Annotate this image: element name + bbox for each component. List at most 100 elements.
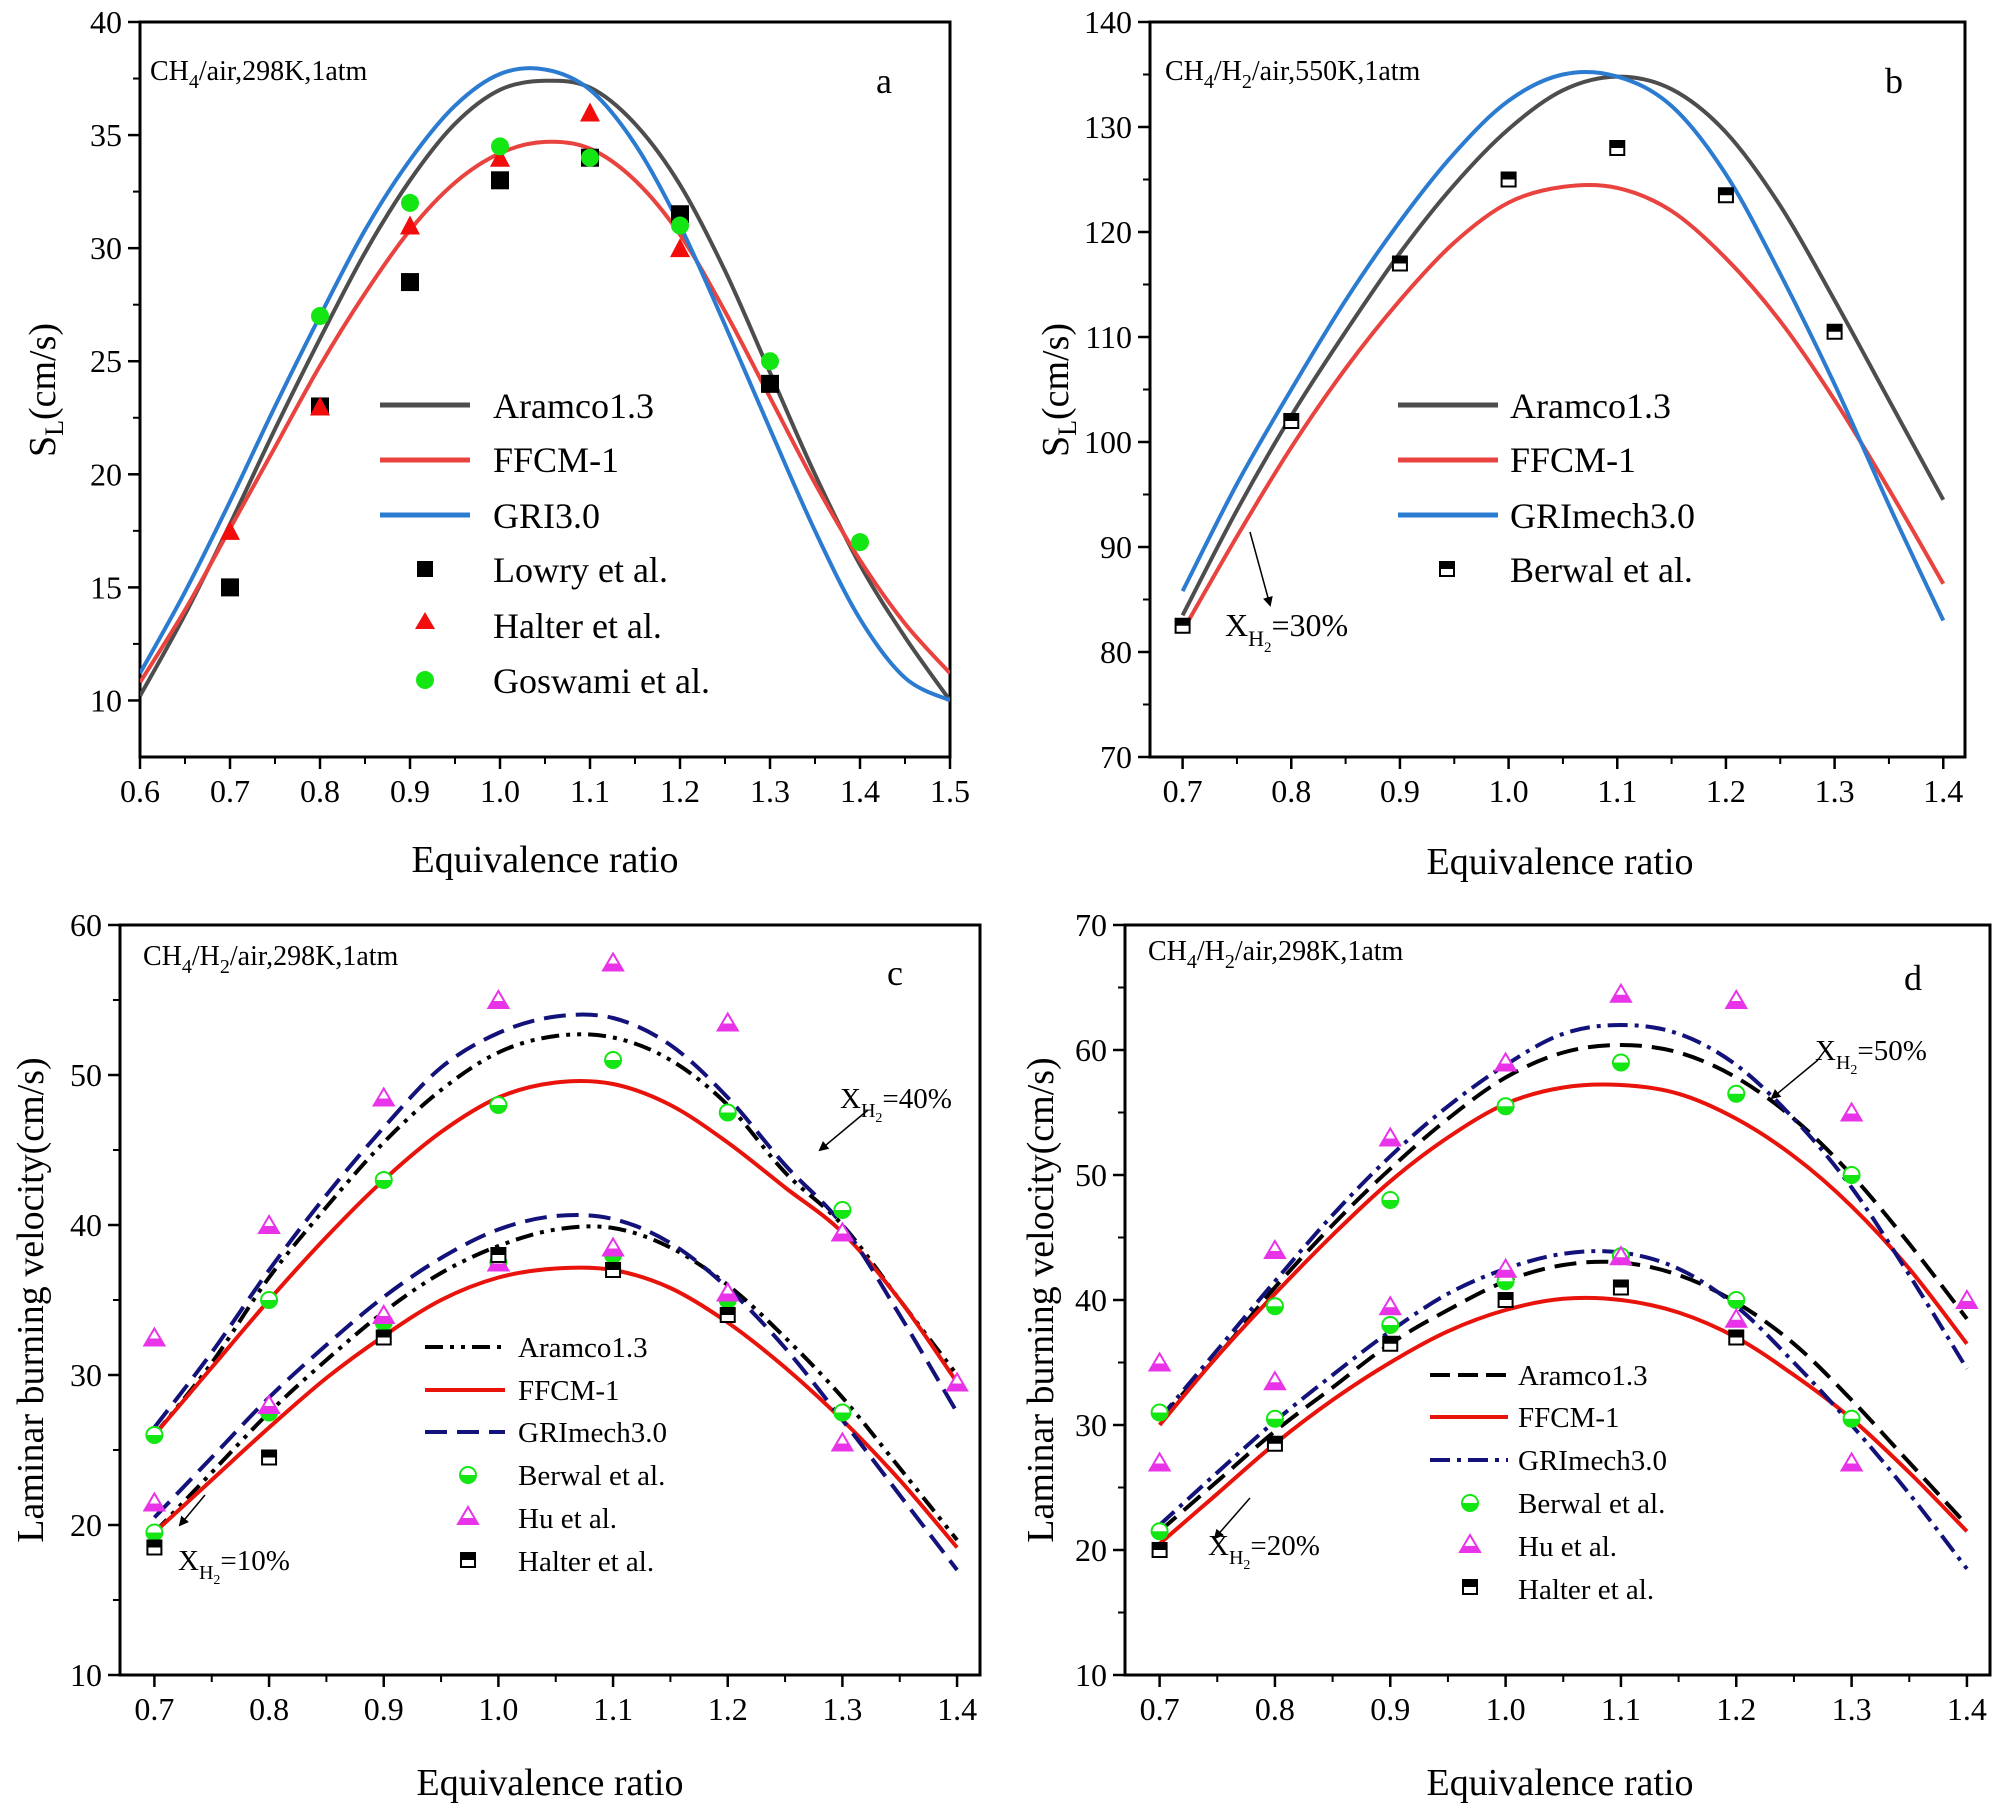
data-point-half-square [1609,140,1626,156]
y-tick-label: 80 [1100,634,1132,670]
legend-label: Lowry et al. [493,550,668,590]
ticks-layer: 0.7 0.8 0.9 1.0 1.1 1.2 1.3 1.4 10 20 30 40 50 60 70 [1075,907,1987,1727]
data-point-circle [671,216,689,235]
legend-marker-circle [416,671,434,689]
panel-c: 0.7 0.8 0.9 1.0 1.1 1.2 1.3 1.4 10 20 30 40 50 60 Ara… [10,907,982,1804]
data-point-half-circle [718,1103,737,1122]
ticks-layer: 0.6 0.7 0.8 0.9 1.0 1.1 1.2 1.3 1.4 1.5 10 15 20 25 30… [90,4,970,809]
series-line-grimech3-0 [152,1012,959,1429]
data-point-half-square [1497,1292,1514,1308]
data-point-circle [491,137,509,156]
x-tick-label: 1.2 [708,1691,748,1727]
data-point-half-triangle [1724,989,1749,1009]
data-point-half-square [1391,255,1408,272]
series-line-gri3-0 [140,66,950,703]
legend-marker-half-circle [459,1466,477,1484]
data-point-half-circle [1496,1097,1515,1116]
x-tick-label: 0.9 [364,1691,404,1727]
data-point-half-circle [1727,1084,1746,1103]
data-point-half-circle [1381,1316,1400,1334]
y-tick-label: 90 [1100,529,1132,565]
scatter-halter-et-al- [1151,1279,1745,1558]
annotation-label: XH2=50% [1815,1035,1927,1078]
legend-marker-half-square [1439,561,1455,577]
data-point-half-circle [1150,1522,1169,1541]
y-tick-label: 40 [70,1207,102,1243]
data-point-half-triangle [1839,1451,1864,1472]
x-tick-label: 1.3 [1832,1691,1872,1727]
y-tick-label: 40 [90,4,122,40]
x-tick-label: 1.0 [1489,773,1529,809]
data-point-half-circle [833,1201,852,1219]
annotation-arrow [1249,531,1273,607]
panel-d: 0.7 0.8 0.9 1.0 1.1 1.2 1.3 1.4 10 20 30 40 50 60 70 A… [1020,907,1992,1804]
series-layer [1147,982,1979,1571]
data-point-half-square [1174,617,1191,634]
data-point-circle [581,148,599,167]
data-point-triangle [670,238,690,258]
x-tick-label: 1.5 [930,773,970,809]
data-point-circle [401,193,419,212]
data-point-half-triangle [1724,1307,1749,1328]
legend-label: FFCM-1 [518,1375,620,1407]
data-point-half-square [1382,1335,1399,1352]
data-point-half-circle [1842,1166,1861,1184]
data-point-half-triangle [601,1236,625,1257]
legend-label: Berwal et al. [518,1460,665,1492]
data-point-square [401,273,419,292]
y-tick-label: 15 [90,569,122,605]
series-line-aramco1-3 [140,78,950,702]
x-tick-label: 1.4 [1947,1691,1987,1727]
data-point-half-circle [1265,1297,1284,1316]
data-point-half-circle [833,1403,852,1422]
x-tick-label: 1.1 [1597,773,1637,809]
legend: Aramco1.3 FFCM-1 GRImech3.0 Berwal et al… [1430,1360,1667,1606]
y-tick-label: 10 [70,1657,102,1693]
data-point-circle [851,533,869,552]
x-tick-label: 1.2 [660,773,700,809]
y-tick-label: 20 [70,1507,102,1543]
data-point-half-triangle [371,1086,396,1107]
x-tick-label: 1.2 [1706,773,1746,809]
data-point-half-square [1612,1279,1629,1296]
x-tick-label: 1.4 [1923,773,1963,809]
y-tick-label: 40 [1075,1282,1107,1318]
x-tick-label: 1.2 [1716,1691,1756,1727]
scatter-hu-et-al- [1147,982,1979,1472]
x-axis-label: Equivalence ratio [1427,841,1694,883]
series-line-aramco1-3 [1180,74,1946,617]
legend: Aramco1.3 FFCM-1 GRImech3.0 Berwal et al… [425,1332,667,1578]
data-point-half-square [375,1329,392,1346]
data-point-half-triangle [830,1431,855,1452]
data-point-half-circle [374,1171,393,1189]
x-tick-label: 1.0 [480,773,520,809]
data-point-half-square [1826,323,1843,340]
data-point-half-circle [1265,1409,1284,1428]
legend-label: Halter et al. [1518,1574,1654,1606]
series-line-ffcm-1 [1180,182,1946,633]
data-point-half-triangle [1493,1051,1518,1072]
data-point-half-square [146,1539,163,1556]
y-tick-label: 35 [90,117,122,153]
x-tick-label: 0.8 [300,773,340,809]
data-point-half-circle [1727,1291,1746,1309]
data-point-half-triangle [1609,982,1633,1003]
y-tick-label: 140 [1084,4,1132,40]
legend-label: Aramco1.3 [1510,386,1671,426]
data-point-half-square [1151,1542,1168,1558]
x-tick-label: 1.3 [822,1691,862,1727]
data-point-half-triangle [486,989,511,1009]
data-point-half-circle [260,1291,279,1309]
data-point-half-triangle [1955,1289,1979,1309]
annotation-label: XH2=40% [840,1083,952,1126]
annotation-arrow [1770,1059,1819,1100]
data-point-half-triangle [142,1491,167,1512]
y-tick-label: 60 [70,907,102,943]
condition-label: CH4/H2/air,550K,1atm [1165,56,1421,93]
condition-label: CH4/H2/air,298K,1atm [143,941,399,978]
data-point-half-circle [145,1426,164,1444]
x-axis-label: Equivalence ratio [412,839,679,881]
x-tick-label: 0.6 [120,773,160,809]
x-tick-label: 1.4 [840,773,880,809]
x-tick-label: 1.3 [1815,773,1855,809]
